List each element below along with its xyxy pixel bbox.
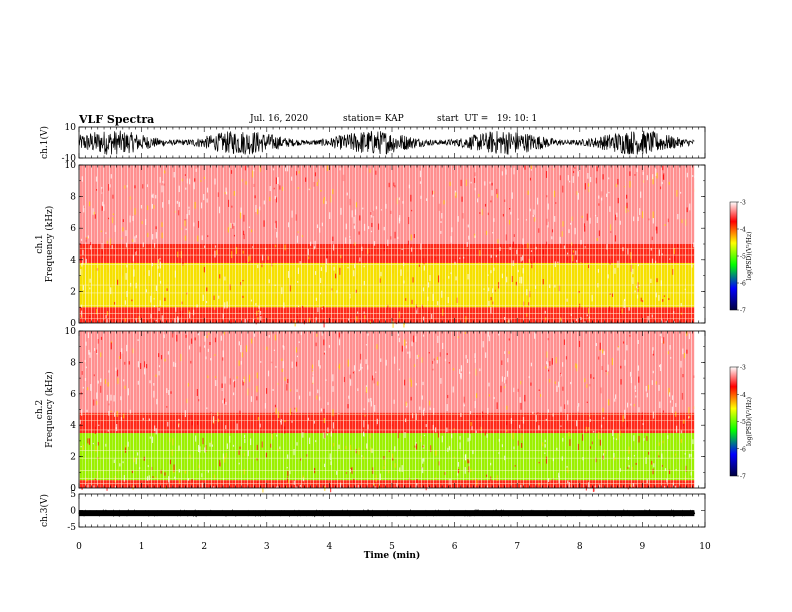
- y-tick-label: 8: [70, 358, 76, 368]
- x-tick-label: 8: [577, 542, 583, 552]
- y-tick-label: 2: [70, 453, 76, 463]
- start-time-label: start UT = 19: 10: 1: [437, 114, 538, 124]
- sferic-streaks: [79, 331, 695, 488]
- y-tick-label: 0: [70, 507, 76, 517]
- y-axis-label: Frequency (kHz): [44, 206, 55, 283]
- ch2-spectrogram-panel: 0 2 4 6 8 10 ch.2 Frequency (kHz): [35, 327, 706, 494]
- y-tick-label: 10: [65, 161, 77, 171]
- y-tick-label: 6: [70, 390, 76, 400]
- x-tick-label: 3: [264, 542, 270, 552]
- colorbar-label: log(PSD)(V²/Hz): [746, 232, 753, 281]
- colorbar-ch2: -3 -4 -5 -6 -7 log(PSD)(V²/Hz): [729, 365, 753, 481]
- sferic-streaks: [79, 165, 695, 323]
- y-tick-label: 2: [70, 287, 76, 297]
- y-axis-label: ch.2: [35, 400, 45, 419]
- ch1-waveform-panel: 10 -10 ch.1(V): [39, 123, 706, 164]
- y-tick-label: 10: [65, 123, 77, 133]
- figure-title: VLF Spectra: [79, 113, 155, 126]
- x-tick-label: 9: [640, 542, 646, 552]
- y-axis-label: ch.3(V): [39, 494, 50, 527]
- station-label: station= KAP: [343, 114, 404, 124]
- x-tick-label: 2: [201, 542, 207, 552]
- x-tick-label: 0: [76, 542, 82, 552]
- y-tick-label: 4: [70, 256, 76, 266]
- y-tick-label: 8: [70, 193, 76, 203]
- y-axis-label: ch.1(V): [39, 126, 50, 159]
- x-tick-label: 4: [327, 542, 333, 552]
- colorbar-tick-label: -4: [740, 227, 746, 234]
- colorbar-tick-label: -6: [740, 446, 746, 453]
- colorbar-tick-label: -7: [740, 308, 746, 315]
- y-tick-label: 0: [70, 484, 76, 494]
- x-tick-label: 10: [699, 542, 711, 552]
- colorbar-tick-label: -4: [740, 392, 746, 399]
- ch1-spectrogram-panel: 0 2 4 6 8 10 ch.1 Frequency (kHz): [35, 161, 706, 330]
- colorbar-gradient: [729, 201, 738, 311]
- waveform-band: [79, 510, 695, 517]
- colorbar-tick-label: -5: [740, 254, 746, 261]
- colorbar-label: log(PSD)(V²/Hz): [746, 397, 753, 446]
- colorbar-tick-label: -3: [740, 200, 746, 207]
- x-tick-label: 6: [452, 542, 458, 552]
- x-tick-label: 7: [514, 542, 520, 552]
- x-tick-label: 1: [139, 542, 145, 552]
- colorbar-tick-label: -5: [740, 419, 746, 426]
- y-tick-label: 5: [70, 490, 76, 500]
- y-tick-label: 4: [70, 421, 76, 431]
- y-tick-label: 10: [65, 327, 77, 337]
- colorbar-tick-label: -7: [740, 474, 746, 481]
- ch3-waveform-panel: 5 0 -5 ch.3(V): [39, 490, 706, 533]
- colorbar-ch1: -3 -4 -5 -6 -7 log(PSD)(V²/Hz): [729, 200, 753, 315]
- y-axis-label: Frequency (kHz): [44, 371, 55, 448]
- y-tick-label: -5: [67, 523, 76, 533]
- colorbar-gradient: [729, 366, 738, 477]
- x-axis-label: Time (min): [364, 550, 421, 561]
- date-label: Jul. 16, 2020: [250, 114, 309, 124]
- y-axis-label: ch.1: [35, 234, 45, 253]
- y-tick-label: -10: [62, 154, 77, 164]
- time-axis: 0 1 2 3 4 5 6 7 8 9 10 Time (min): [76, 542, 711, 561]
- waveform-trace: [78, 130, 695, 155]
- y-tick-label: 0: [70, 319, 76, 329]
- colorbar-tick-label: -3: [740, 365, 746, 372]
- x-tick-label: 5: [389, 542, 395, 552]
- y-tick-label: 6: [70, 224, 76, 234]
- colorbar-tick-label: -6: [740, 281, 746, 288]
